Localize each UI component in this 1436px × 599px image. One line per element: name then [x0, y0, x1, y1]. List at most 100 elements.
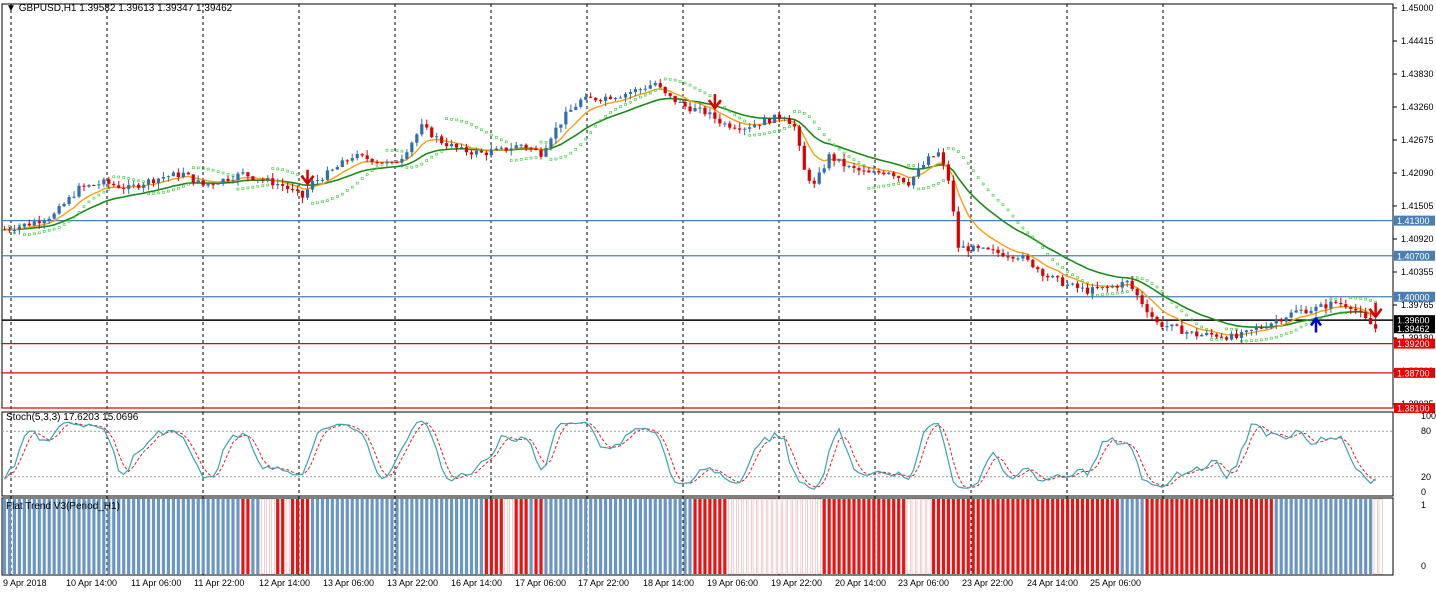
candle-body-160	[797, 126, 801, 146]
psar-dot-52	[261, 184, 265, 188]
psar-dot-40	[201, 166, 205, 170]
flat-bar-268	[1334, 499, 1338, 574]
psar-dot-197	[981, 182, 985, 186]
flat-bar-200	[996, 499, 1000, 574]
psar-dot-75	[375, 166, 379, 169]
candle-body-10	[52, 213, 56, 219]
flat-bar-240	[1195, 499, 1199, 574]
psar-dot-269	[1339, 311, 1343, 315]
x-tick-label-15: 23 Apr 22:00	[962, 578, 1013, 588]
flat-bar-145	[723, 499, 727, 574]
psar-dot-250	[1245, 339, 1248, 343]
candle-body-129	[643, 88, 647, 90]
psar-dot-159	[793, 110, 796, 113]
candle-body-201	[1001, 253, 1005, 257]
psar-dot-4	[23, 233, 26, 236]
flat-bar-272	[1354, 499, 1358, 574]
ema-fast-line	[4, 88, 1376, 337]
psar-dot-117	[584, 137, 588, 141]
candle-body-190	[946, 164, 950, 181]
flat-bar-17	[87, 499, 91, 574]
candle-body-158	[787, 117, 792, 124]
candle-body-170	[847, 166, 851, 168]
flat-bar-267	[1329, 499, 1333, 574]
flat-bar-26	[132, 499, 136, 574]
psar-dot-136	[678, 80, 682, 83]
flat-bar-190	[946, 499, 950, 574]
psar-dot-64	[321, 200, 324, 203]
flat-bar-164	[817, 498, 822, 575]
candle-body-153	[762, 118, 767, 126]
psar-dot-71	[355, 181, 359, 185]
psar-dot-160	[798, 110, 801, 114]
candle-body-252	[1254, 327, 1258, 330]
candle-body-21	[107, 179, 111, 184]
psar-dot-120	[599, 119, 602, 123]
psar-dot-212	[1056, 262, 1059, 266]
candle-body-164	[817, 172, 821, 184]
candle-body-142	[708, 112, 712, 115]
flat-bar-258	[1284, 499, 1288, 574]
psar-dot-261	[1299, 325, 1303, 329]
flat-bar-177	[882, 499, 886, 574]
flat-bar-226	[1125, 499, 1129, 574]
candle-body-137	[683, 101, 687, 107]
candle-body-210	[1046, 275, 1050, 278]
candle-body-200	[996, 249, 1000, 254]
candle-body-177	[882, 172, 886, 175]
flat-bar-9	[47, 499, 51, 574]
flat-bar-52	[261, 498, 265, 575]
candle-body-213	[1061, 277, 1065, 286]
flat-bar-136	[678, 499, 682, 574]
psar-dot-146	[728, 109, 732, 113]
flat-bar-37	[186, 499, 190, 574]
flat-bar-54	[270, 498, 275, 575]
flat-bar-0	[2, 499, 7, 574]
psar-dot-78	[390, 149, 394, 152]
candle-body-93	[464, 147, 469, 153]
flat-bar-69	[345, 499, 349, 574]
candle-body-81	[405, 152, 409, 159]
flat-bar-207	[1031, 499, 1035, 574]
psar-dot-42	[211, 168, 215, 172]
psar-dot-147	[733, 113, 737, 117]
flat-bar-120	[599, 499, 603, 574]
flat-bar-239	[1190, 499, 1194, 574]
candle-body-85	[425, 124, 429, 128]
flat-bar-133	[663, 499, 667, 574]
candle-body-57	[286, 185, 290, 190]
psar-dot-198	[986, 188, 990, 192]
candle-body-151	[753, 124, 757, 128]
psar-dot-31	[157, 191, 160, 195]
flat-bar-12	[62, 499, 66, 574]
candle-body-229	[1140, 295, 1144, 305]
candle-body-25	[127, 185, 131, 189]
flat-bar-262	[1304, 499, 1308, 574]
flat-bar-256	[1274, 499, 1278, 574]
x-tick-label-14: 23 Apr 06:00	[898, 578, 949, 588]
flat-bar-227	[1130, 499, 1134, 574]
psar-dot-49	[246, 186, 250, 190]
psar-dot-62	[311, 202, 314, 205]
flat-bar-48	[241, 499, 245, 574]
psar-dot-43	[216, 170, 220, 173]
y-tick-label-1: 1.44415	[1401, 36, 1434, 46]
level-tag-label-6: 1.38100	[1397, 404, 1430, 414]
x-tick-label-12: 19 Apr 22:00	[771, 578, 822, 588]
flat-bar-213	[1061, 499, 1065, 574]
flat-bar-123	[613, 499, 618, 574]
candle-body-211	[1051, 275, 1055, 278]
candle-body-143	[713, 112, 717, 119]
candle-body-47	[236, 173, 240, 181]
flat-bar-137	[683, 499, 687, 574]
candle-body-1	[7, 229, 12, 231]
flat-bar-105	[524, 499, 528, 574]
flat-bar-179	[892, 499, 896, 574]
flat-bar-204	[1016, 499, 1020, 574]
psar-dot-84	[420, 162, 424, 166]
psar-dot-180	[897, 182, 900, 185]
candle-body-265	[1319, 304, 1323, 307]
flat-bar-230	[1145, 499, 1149, 574]
